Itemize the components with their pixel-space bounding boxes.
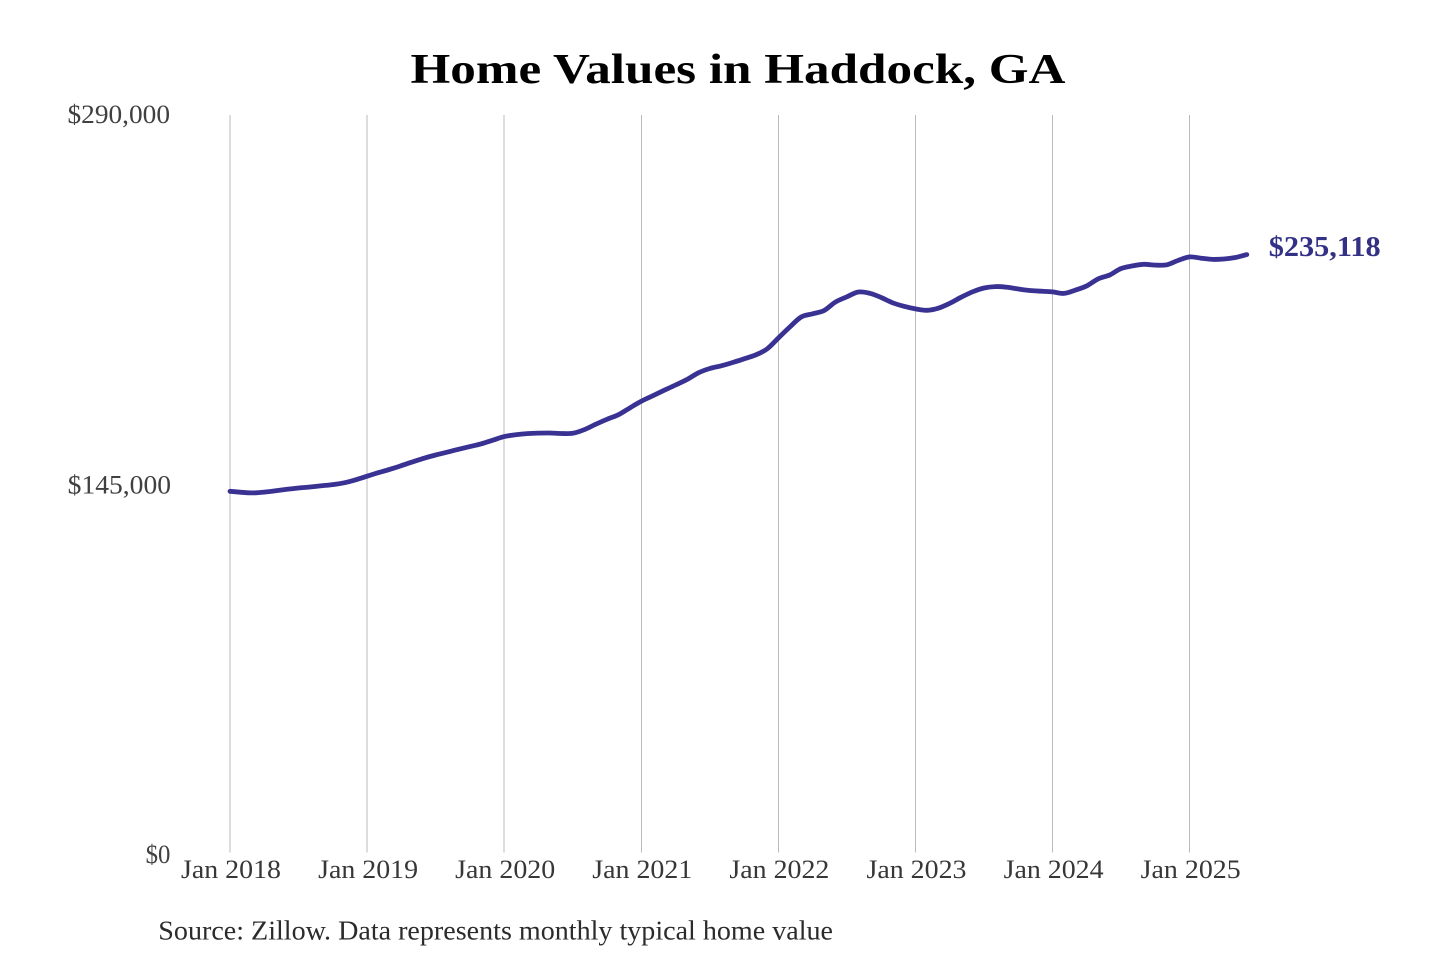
svg-text:Jan 2023: Jan 2023	[867, 855, 967, 884]
svg-text:Jan 2024: Jan 2024	[1004, 855, 1104, 884]
svg-text:Jan 2019: Jan 2019	[318, 855, 418, 884]
svg-text:Jan 2021: Jan 2021	[592, 855, 692, 884]
svg-text:Jan 2020: Jan 2020	[455, 855, 555, 884]
svg-text:Source: Zillow. Data represent: Source: Zillow. Data represents monthly …	[158, 916, 833, 946]
svg-text:$235,118: $235,118	[1269, 232, 1381, 263]
svg-text:Jan 2018: Jan 2018	[181, 855, 281, 884]
svg-text:Home Values in Haddock, GA: Home Values in Haddock, GA	[411, 47, 1067, 93]
svg-text:$290,000: $290,000	[68, 100, 171, 129]
svg-text:Jan 2022: Jan 2022	[729, 855, 829, 884]
svg-text:Jan 2025: Jan 2025	[1141, 855, 1241, 884]
svg-text:$145,000: $145,000	[68, 471, 171, 500]
svg-text:$0: $0	[146, 840, 171, 869]
